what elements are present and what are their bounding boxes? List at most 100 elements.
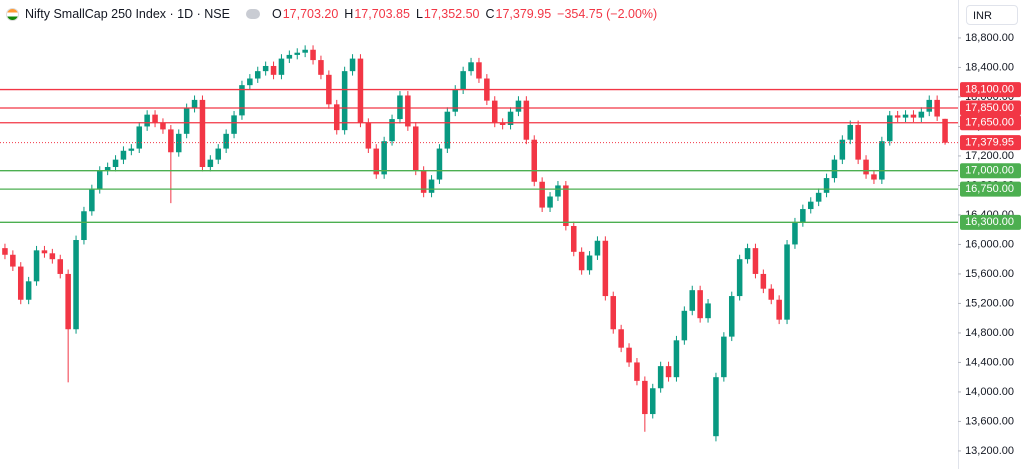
y-tick-label: 18,800.00 [965,32,1014,44]
candle-body [239,85,245,116]
y-tick-label: 17,200.00 [965,150,1014,162]
candle-body [626,347,632,363]
candle-body [278,58,285,75]
candle-body [460,71,466,90]
level-tag [960,115,1021,131]
candle-body [697,290,703,319]
candle-body [515,100,522,112]
candle-body [823,178,830,193]
candle-body [136,126,143,149]
candle-body [792,222,798,245]
candle-body [373,148,380,175]
ohlc-value: 17,703.85 [354,7,410,21]
candle-body [642,380,648,415]
candle-body [175,133,182,153]
level-tag [960,214,1021,230]
candle-body [831,159,838,179]
candle-body [649,388,656,415]
candle-body [405,95,411,127]
candle-body [120,150,127,160]
candle-body [752,248,759,274]
candle-body [902,114,909,118]
last-price-tag [960,135,1021,151]
candle-body [807,201,814,210]
candle-body [689,290,696,311]
candle-body [286,54,293,59]
candle-body [357,58,364,123]
ohlc-value: 17,379.95 [495,7,552,21]
candle-body [594,240,601,256]
y-tick-label: 13,600.00 [965,415,1014,427]
candle-body [547,196,553,208]
candle-body [262,65,269,72]
ohlc-key: O [271,7,282,21]
candle-body [41,250,48,254]
y-tick-label: 14,800.00 [965,327,1014,339]
candle-body [33,250,40,282]
candle-body [223,133,229,149]
ohlc-value: 17,703.20 [282,7,339,21]
candle-body [918,111,925,118]
candle-body [705,303,711,319]
candle-body [349,58,356,72]
status-pill [245,9,260,19]
level-label: 17,650.00 [965,117,1014,129]
candle-body [476,62,482,79]
candle-body [199,99,206,168]
candle-body [618,329,624,348]
y-tick-label: 15,200.00 [965,297,1014,309]
candle-body [183,108,190,134]
candle-body [539,181,545,208]
candle-body [231,115,237,134]
y-tick-label: 14,000.00 [965,386,1014,398]
candle-body [634,362,640,381]
candle-body [294,52,301,55]
candle-body [302,49,308,53]
candle-body [436,148,443,180]
candle-body [863,159,869,175]
candle-body [247,78,253,86]
candle-body [886,115,893,142]
level-label: 16,750.00 [965,183,1014,195]
level-tag [960,100,1021,116]
candle-body [152,114,158,123]
level-label: 18,100.00 [965,83,1014,95]
candle-body [270,65,277,75]
candle-body [160,122,166,130]
currency-button[interactable]: INR [966,5,1018,25]
level-label: 17,000.00 [965,165,1014,177]
candle-body [89,189,95,212]
candle-body [507,111,514,125]
candle-body [25,281,32,300]
candle-body [104,167,111,171]
candle-body [910,114,917,118]
y-tick-label: 16,000.00 [965,238,1014,250]
level-tag [960,82,1021,98]
candle-body [389,119,395,142]
candle-body [491,100,498,123]
candle-body [207,159,214,168]
candle-body [926,99,933,112]
candle-body [144,114,150,127]
level-label: 17,850.00 [965,102,1014,114]
candle-body [57,259,64,274]
candle-body [523,100,530,140]
ohlc-key: H [344,7,354,21]
candle-body [73,240,79,330]
candle-body [2,248,8,255]
candle-body [657,366,664,389]
candle-body [168,129,174,153]
y-tick-label: 18,400.00 [965,61,1014,73]
flag-icon [6,7,19,21]
candle-body [531,139,538,182]
symbol-title[interactable]: Nifty SmallCap 250 Index · 1D · NSE [25,7,230,21]
candle-body [800,209,806,223]
candle-body [721,336,727,378]
candle-body [665,366,672,378]
candle-body [784,244,790,320]
last-price-label: 17,379.95 [965,137,1014,149]
candle-body [713,377,719,437]
candle-body [879,141,885,180]
candle-body [428,179,435,193]
